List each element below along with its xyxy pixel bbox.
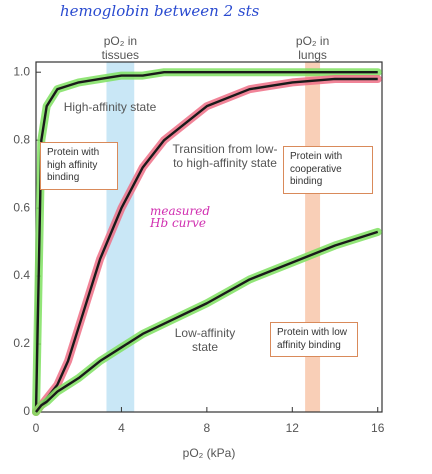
y-tick-label: 0.4 bbox=[13, 268, 30, 282]
x-tick-label: 4 bbox=[118, 421, 125, 435]
annotation-box: Protein with high affinity binding bbox=[40, 142, 118, 190]
y-tick-label: 0.8 bbox=[13, 132, 30, 146]
x-axis-label: pO₂ (kPa) bbox=[183, 446, 236, 460]
series-label: Transition from low- to high-affinity st… bbox=[172, 142, 278, 171]
y-tick-label: 0.2 bbox=[13, 336, 30, 350]
x-tick-label: 12 bbox=[286, 421, 300, 435]
y-tick-label: 0 bbox=[23, 404, 30, 418]
highlight-stroke bbox=[32, 68, 382, 416]
curve bbox=[34, 70, 378, 413]
y-tick-label: 0.6 bbox=[13, 200, 30, 214]
curve bbox=[35, 230, 379, 413]
annotation-box: Protein with cooperative binding bbox=[283, 146, 373, 194]
band-label: pO₂ in tissues bbox=[101, 34, 140, 63]
series-label: High-affinity state bbox=[63, 100, 157, 114]
handwritten-title: hemoglobin between 2 sts bbox=[60, 2, 260, 20]
handwritten-annotation: measured Hb curve bbox=[150, 204, 211, 230]
x-tick-label: 8 bbox=[204, 421, 211, 435]
y-tick-label: 1.0 bbox=[13, 64, 30, 78]
series-label: Low-affinity state bbox=[174, 326, 236, 355]
band-label: pO₂ in lungs bbox=[295, 34, 330, 63]
x-tick-label: 0 bbox=[33, 421, 40, 435]
band bbox=[305, 62, 321, 412]
x-tick-label: 16 bbox=[371, 421, 385, 435]
plot-frame bbox=[35, 61, 383, 413]
annotation-box: Protein with low affinity binding bbox=[270, 322, 358, 357]
